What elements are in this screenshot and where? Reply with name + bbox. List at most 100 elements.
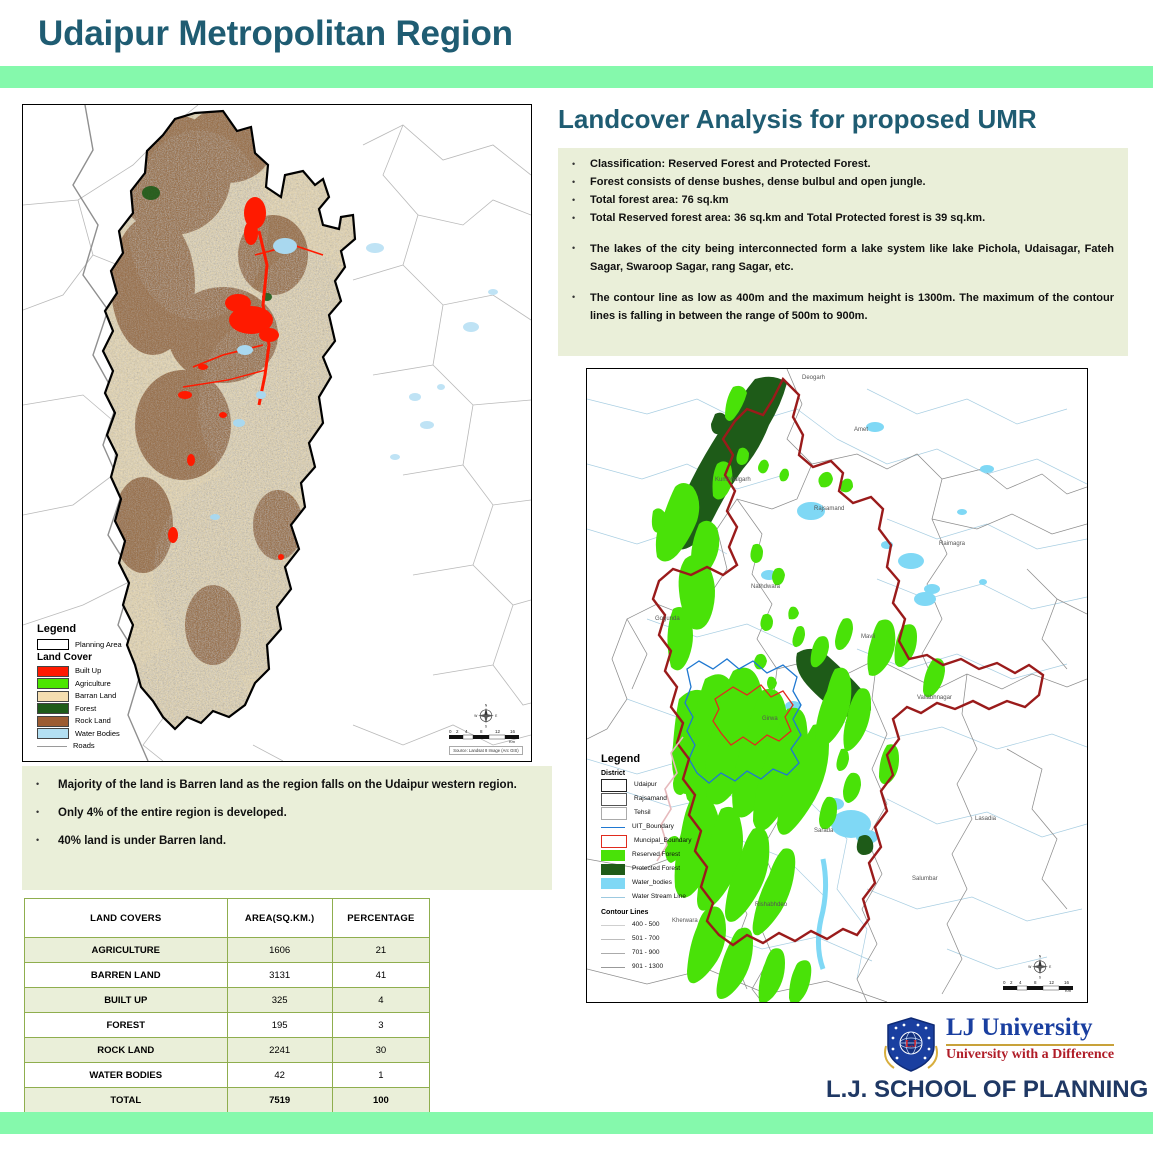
analysis-bullet-text: Forest consists of dense bushes, dense b…	[590, 176, 926, 188]
bullet-marker: •	[572, 292, 576, 302]
place-label-salumbar: Salumbar	[912, 876, 938, 882]
cell-total-label: TOTAL	[24, 1087, 228, 1113]
cell-area: 1606	[226, 937, 333, 963]
roads-label: Roads	[73, 741, 95, 751]
barren-land-label: Barran Land	[75, 691, 117, 701]
svg-text:16: 16	[1064, 980, 1070, 985]
legend-item-forest: Forest	[37, 703, 122, 714]
water-bodies-label: Water Bodies	[75, 728, 120, 738]
analysis-bullet-5: • The lakes of the city being interconne…	[572, 240, 1118, 276]
column-header-percentage: PERCENTAGE	[331, 898, 431, 938]
analysis-bullet-3: • Total forest area: 76 sq.km	[572, 192, 1118, 209]
bullet-marker: •	[572, 243, 576, 253]
bullet-marker: •	[572, 195, 576, 205]
legend-item-water-stream-line: Water Stream Line	[601, 891, 691, 905]
legend-item-water-bodies: Water_bodies	[601, 877, 691, 891]
legend-item-agriculture: Agriculture	[37, 678, 122, 689]
cell-percentage: 21	[331, 937, 431, 963]
legend-item-water-bodies: Water Bodies	[37, 728, 122, 739]
landcover-map[interactable]: Legend Planning Area Land Cover Built Up…	[22, 104, 532, 762]
compass-rose-icon: N S W E	[474, 704, 498, 729]
municipal-boundary	[712, 684, 794, 746]
legend-item-udaipur: Udaipur	[601, 779, 691, 793]
svg-text:N: N	[1039, 955, 1042, 959]
svg-text:2: 2	[1010, 980, 1013, 985]
cell-total-percentage: 100	[331, 1087, 431, 1113]
legend-item-roads: Roads	[37, 741, 122, 752]
contour-400-500-label: 400 - 500	[632, 920, 660, 928]
analysis-bullet-2: • Forest consists of dense bushes, dense…	[572, 174, 1118, 191]
section-heading-landcover: Landcover Analysis for proposed UMR	[558, 104, 1037, 134]
legend-item-contour-901-1300: 901 - 1300	[601, 960, 691, 974]
agriculture-label: Agriculture	[75, 678, 111, 688]
insight-bullet-text: 40% land is under Barren land.	[58, 835, 227, 847]
legend-item-barren-land: Barran Land	[37, 690, 122, 702]
barren-land-swatch	[37, 690, 69, 702]
reserved-forest-swatch	[601, 850, 625, 862]
bullet-marker: •	[572, 159, 576, 169]
svg-text:0: 0	[1003, 980, 1006, 985]
svg-text:Km: Km	[1065, 988, 1072, 992]
analysis-bullet-6: • The contour line as low as 400m and th…	[572, 289, 1118, 325]
legend-item-rajsamand: Rajsamand	[601, 793, 691, 807]
legend-item-reserved-forest: Reserved Forest	[601, 849, 691, 863]
place-label-raimagra: Raimagra	[939, 541, 966, 547]
legend-item-contour-701-900: 701 - 900	[601, 946, 691, 960]
uit-boundary-label: UIT_Boundary	[632, 823, 674, 831]
svg-text:8: 8	[480, 729, 483, 734]
contour-501-700-swatch	[601, 938, 625, 940]
school-name: L.J. SCHOOL OF PLANNING	[826, 1076, 1149, 1103]
compass-rose-icon: N S W E	[1028, 955, 1052, 980]
cell-land-cover: BUILT UP	[24, 987, 228, 1013]
udaipur-swatch	[601, 779, 627, 793]
cell-percentage: 41	[331, 962, 431, 988]
legend-item-municipal-boundary: Muncipal_Boundary	[601, 835, 691, 849]
place-label-lasadia: Lasadia	[975, 816, 997, 822]
place-label-kherwara: Kherwara	[672, 918, 698, 924]
svg-text:N: N	[485, 704, 488, 708]
contour-701-900-label: 701 - 900	[632, 948, 660, 956]
table-row: AGRICULTURE 1606 21	[24, 937, 431, 963]
contour-400-500-swatch	[601, 924, 625, 926]
legend-group-district: District	[601, 769, 626, 777]
svg-text:4: 4	[465, 729, 468, 734]
legend-item-rock-land: Rock Land	[37, 715, 122, 727]
branding-block: LJ LJ University University with a Diffe…	[826, 1014, 1148, 1106]
place-label-gogunda: Gogunda	[655, 616, 680, 622]
scale-bar-graphic: 0 2 4 8 12 16 Km	[449, 729, 519, 744]
contour-501-700-label: 501 - 700	[632, 934, 660, 942]
landcover-analysis-panel: • Classification: Reserved Forest and Pr…	[558, 148, 1128, 356]
insight-bullet-2: • Only 4% of the entire region is develo…	[36, 804, 540, 822]
tehsil-label: Tehsil	[634, 809, 651, 817]
forest-contour-map[interactable]: Deogarh Amet Kumbhalgarh Rajsamand Raima…	[586, 368, 1088, 1003]
left-scale-bar: 0 2 4 8 12 16 Km	[447, 727, 525, 744]
tehsil-swatch	[601, 807, 627, 821]
landcover-raster	[103, 111, 355, 729]
contour-901-1300-swatch	[601, 966, 625, 968]
scale-bar-graphic: 0 2 4 8 12 16 Km	[1003, 980, 1073, 992]
place-label-deogarh: Deogarh	[802, 375, 826, 381]
right-map-scale-group: N S W E 0 2 4 8 12 16 Km	[1001, 953, 1079, 992]
place-label-vallabhnagar: Vallabhnagar	[917, 695, 952, 701]
legend-group-contour: Contour Lines	[601, 908, 649, 916]
analysis-bullet-text: The contour line as low as 400m and the …	[590, 292, 1114, 322]
cell-percentage: 30	[331, 1037, 431, 1063]
legend-item-contour-501-700: 501 - 700	[601, 932, 691, 946]
water-bodies-swatch	[37, 728, 69, 739]
svg-text:16: 16	[510, 729, 516, 734]
place-label-amet: Amet	[854, 427, 869, 433]
place-label-rishabhdeo: Rishabhdeo	[755, 902, 788, 908]
water-stream-swatch	[601, 897, 625, 899]
contour-701-900-swatch	[601, 952, 625, 954]
page-title: Udaipur Metropolitan Region	[38, 14, 513, 53]
water-bodies-swatch	[601, 878, 625, 890]
svg-text:W: W	[474, 714, 478, 718]
insight-bullet-text: Only 4% of the entire region is develope…	[58, 807, 287, 819]
protected-forest-swatch	[601, 864, 625, 876]
table-row: BUILT UP 325 4	[24, 987, 431, 1013]
rock-land-swatch	[37, 715, 69, 727]
contour-901-1300-label: 901 - 1300	[632, 962, 664, 970]
right-map-graphic	[587, 369, 1087, 1002]
bullet-marker: •	[36, 835, 40, 845]
reserved-forest-label: Reserved Forest	[632, 851, 681, 859]
